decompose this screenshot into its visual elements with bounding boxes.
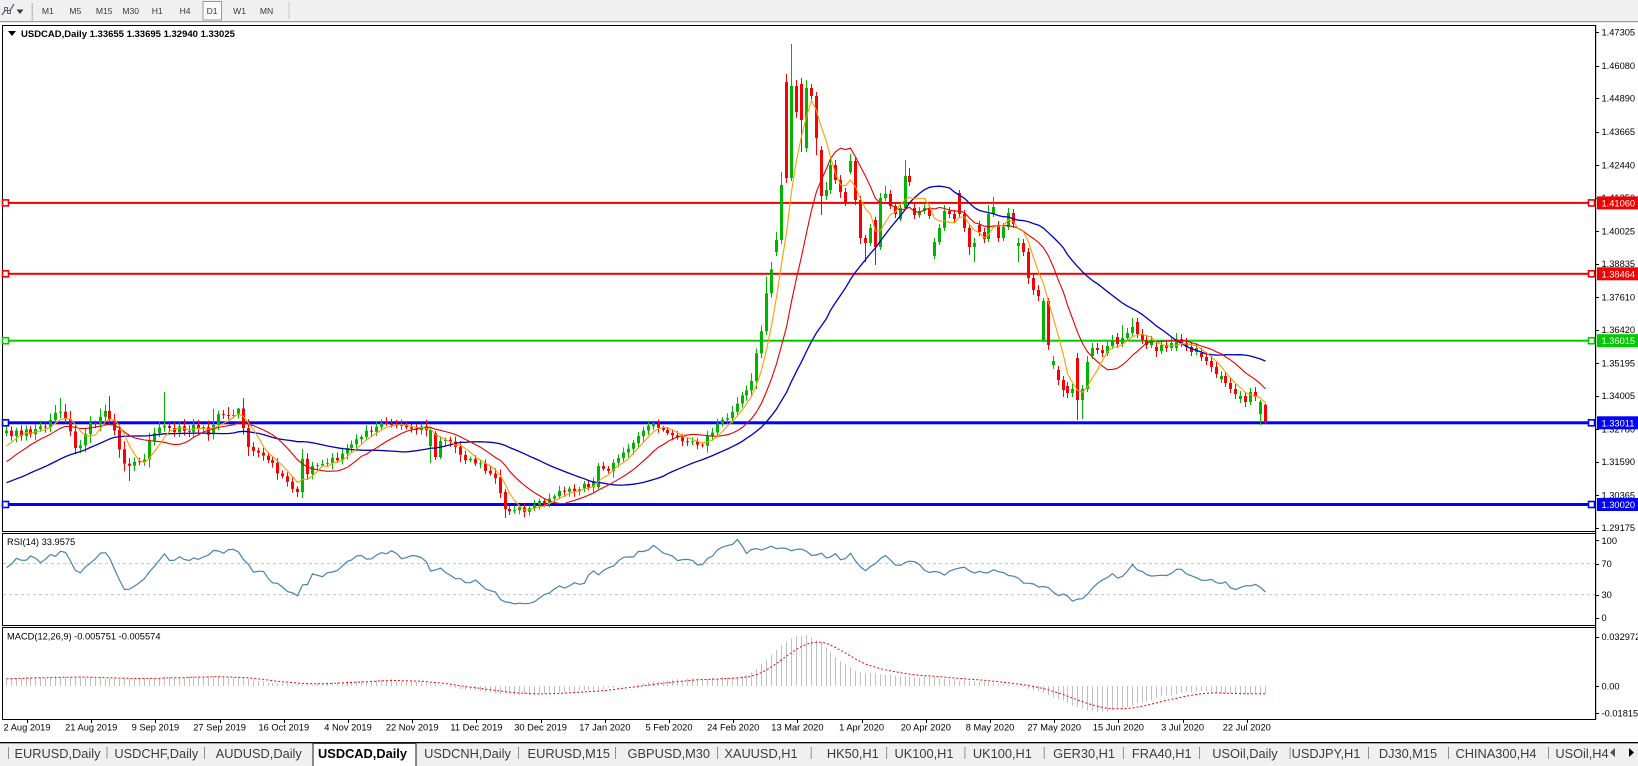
svg-text:2 Aug 2019: 2 Aug 2019 xyxy=(3,722,50,732)
svg-text:AUDUSD,Daily: AUDUSD,Daily xyxy=(216,746,303,761)
svg-text:1.42440: 1.42440 xyxy=(1602,161,1636,171)
svg-text:9 Sep 2019: 9 Sep 2019 xyxy=(132,722,180,732)
svg-text:USDCAD,Daily 1.33655 1.33695: USDCAD,Daily 1.33655 1.33695 1.32940 1.3… xyxy=(21,29,236,40)
svg-text:MN: MN xyxy=(260,6,273,16)
svg-text:1.40025: 1.40025 xyxy=(1602,227,1636,237)
svg-text:17 Jan 2020: 17 Jan 2020 xyxy=(579,722,630,732)
svg-text:30 Dec 2019: 30 Dec 2019 xyxy=(514,722,567,732)
svg-text:H4: H4 xyxy=(180,6,191,16)
svg-text:1.37610: 1.37610 xyxy=(1602,293,1636,303)
svg-text:27 Sep 2019: 27 Sep 2019 xyxy=(193,722,246,732)
svg-text:4 Nov 2019: 4 Nov 2019 xyxy=(324,722,372,732)
svg-text:1 Apr 2020: 1 Apr 2020 xyxy=(839,722,884,732)
svg-text:USDJPY,H1: USDJPY,H1 xyxy=(1292,746,1361,761)
svg-text:USDCNH,Daily: USDCNH,Daily xyxy=(424,746,511,761)
svg-text:M1: M1 xyxy=(42,6,54,16)
svg-text:CHINA300,H4: CHINA300,H4 xyxy=(1455,746,1536,761)
svg-text:USOil,H4: USOil,H4 xyxy=(1555,746,1608,761)
svg-text:M5: M5 xyxy=(69,6,81,16)
svg-text:1.38835: 1.38835 xyxy=(1602,259,1636,269)
svg-text:1.46080: 1.46080 xyxy=(1602,61,1636,71)
svg-text:24 Feb 2020: 24 Feb 2020 xyxy=(707,722,759,732)
svg-text:16 Oct 2019: 16 Oct 2019 xyxy=(258,722,309,732)
svg-text:0.032972: 0.032972 xyxy=(1602,632,1638,642)
svg-text:1.43665: 1.43665 xyxy=(1602,127,1636,137)
svg-text:USDCHF,Daily: USDCHF,Daily xyxy=(114,746,198,761)
svg-text:3 Jul 2020: 3 Jul 2020 xyxy=(1161,722,1204,732)
svg-text:0: 0 xyxy=(1602,613,1607,623)
svg-text:USDCAD,Daily: USDCAD,Daily xyxy=(318,746,408,761)
svg-text:70: 70 xyxy=(1602,559,1612,569)
svg-text:H1: H1 xyxy=(152,6,163,16)
svg-text:22 Nov 2019: 22 Nov 2019 xyxy=(386,722,439,732)
svg-text:M30: M30 xyxy=(122,6,139,16)
svg-text:11 Dec 2019: 11 Dec 2019 xyxy=(450,722,502,732)
svg-text:1.44890: 1.44890 xyxy=(1602,94,1636,104)
svg-text:1.41060: 1.41060 xyxy=(1602,198,1636,208)
svg-text:22 Jul 2020: 22 Jul 2020 xyxy=(1223,722,1271,732)
svg-text:UK100,H1: UK100,H1 xyxy=(894,746,953,761)
svg-text:USOil,Daily: USOil,Daily xyxy=(1212,746,1278,761)
svg-text:1.38464: 1.38464 xyxy=(1602,269,1636,279)
svg-text:5 Feb 2020: 5 Feb 2020 xyxy=(645,722,692,732)
svg-text:15 Jun 2020: 15 Jun 2020 xyxy=(1093,722,1144,732)
svg-text:FRA40,H1: FRA40,H1 xyxy=(1132,746,1192,761)
svg-text:W1: W1 xyxy=(233,6,246,16)
svg-text:EURUSD,M15: EURUSD,M15 xyxy=(528,746,611,761)
svg-text:1.30365: 1.30365 xyxy=(1602,491,1636,501)
svg-text:0.00: 0.00 xyxy=(1602,681,1620,691)
svg-text:27 May 2020: 27 May 2020 xyxy=(1027,722,1081,732)
svg-text:DJ30,M15: DJ30,M15 xyxy=(1379,746,1437,761)
svg-text:21 Aug 2019: 21 Aug 2019 xyxy=(65,722,117,732)
svg-text:HK50,H1: HK50,H1 xyxy=(827,746,879,761)
svg-text:EURUSD,Daily: EURUSD,Daily xyxy=(14,746,101,761)
svg-text:1.31590: 1.31590 xyxy=(1602,457,1636,467)
svg-text:13 Mar 2020: 13 Mar 2020 xyxy=(771,722,823,732)
svg-text:D1: D1 xyxy=(207,6,218,16)
svg-text:1.47305: 1.47305 xyxy=(1602,28,1636,38)
svg-text:1.36015: 1.36015 xyxy=(1602,336,1636,346)
svg-text:20 Apr 2020: 20 Apr 2020 xyxy=(901,722,951,732)
svg-text:-0.018154: -0.018154 xyxy=(1602,709,1638,719)
svg-text:GER30,H1: GER30,H1 xyxy=(1053,746,1115,761)
svg-text:XAUUSD,H1: XAUUSD,H1 xyxy=(724,746,797,761)
svg-text:1.32780: 1.32780 xyxy=(1602,425,1636,435)
svg-text:1.30020: 1.30020 xyxy=(1602,500,1636,510)
svg-text:MACD(12,26,9) -0.005751 -0.005: MACD(12,26,9) -0.005751 -0.005574 xyxy=(7,632,161,642)
svg-text:8 May 2020: 8 May 2020 xyxy=(966,722,1015,732)
svg-text:GBPUSD,M30: GBPUSD,M30 xyxy=(628,746,711,761)
svg-text:1.36420: 1.36420 xyxy=(1602,325,1636,335)
svg-text:RSI(14) 33.9575: RSI(14) 33.9575 xyxy=(7,537,75,547)
svg-text:1.34005: 1.34005 xyxy=(1602,391,1636,401)
svg-text:M15: M15 xyxy=(96,6,113,16)
svg-text:30: 30 xyxy=(1602,590,1612,600)
svg-text:1.35195: 1.35195 xyxy=(1602,359,1636,369)
svg-text:1.29175: 1.29175 xyxy=(1602,523,1636,533)
svg-text:UK100,H1: UK100,H1 xyxy=(973,746,1032,761)
svg-text:1.33011: 1.33011 xyxy=(1602,418,1635,428)
svg-text:100: 100 xyxy=(1602,536,1618,546)
